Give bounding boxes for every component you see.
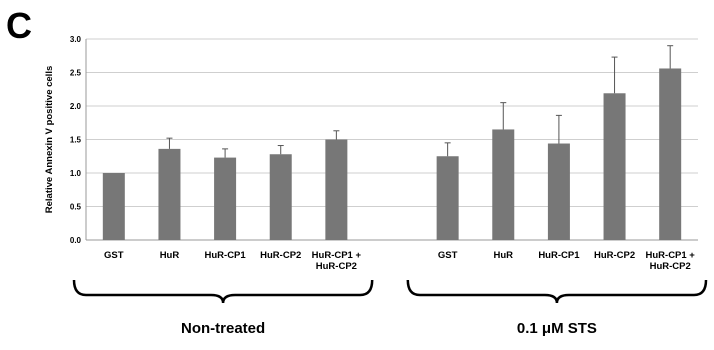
- category-label: HuR-CP1: [205, 250, 247, 261]
- bar: [269, 154, 292, 240]
- y-tick-label: 1.0: [70, 169, 82, 178]
- bar: [102, 173, 125, 240]
- category-label: HuR-CP1 + HuR-CP2: [312, 250, 362, 272]
- y-tick-label: 3.0: [70, 35, 82, 44]
- bar: [436, 156, 459, 240]
- category-label: HuR-CP2: [594, 250, 635, 261]
- bar: [214, 157, 237, 240]
- category-label: GST: [438, 250, 458, 261]
- bar: [603, 93, 626, 241]
- bar: [547, 143, 570, 240]
- category-label: HuR-CP1 + HuR-CP2: [646, 250, 696, 272]
- bars: [102, 68, 682, 241]
- group-bracket: [72, 279, 374, 304]
- grid-lines: [86, 38, 698, 207]
- error-bars: [166, 45, 674, 158]
- bar: [492, 129, 515, 240]
- group-brackets: Non-treated 0.1 μM STS: [72, 279, 708, 337]
- bar: [325, 139, 348, 240]
- group-label: Non-treated: [181, 320, 265, 337]
- category-label: HuR-CP2: [260, 250, 301, 261]
- category-label: HuR: [160, 250, 180, 261]
- y-tick-label: 2.5: [70, 69, 82, 78]
- group-bracket: [406, 279, 708, 304]
- bar: [659, 68, 682, 240]
- category-label: HuR-CP1: [538, 250, 580, 261]
- category-label: GST: [104, 250, 124, 261]
- category-labels: GST HuR HuR-CP1 HuR-CP2 HuR-CP1 + HuR-CP2 GST H…: [104, 250, 695, 272]
- y-tick-label: 0.5: [70, 203, 82, 212]
- bar: [158, 148, 181, 240]
- y-tick-label: 2.0: [70, 102, 82, 111]
- panel-label: C: [6, 5, 32, 46]
- group-label: 0.1 μM STS: [517, 320, 597, 337]
- y-tick-label: 1.5: [70, 136, 82, 145]
- y-tick-label: 0.0: [70, 236, 82, 245]
- category-label: HuR: [494, 250, 514, 261]
- y-axis-label: Relative Annexin V positive cells: [44, 66, 55, 213]
- axes: 0.0 0.5 1.0 1.5 2.0 2.5 3.0: [70, 35, 698, 245]
